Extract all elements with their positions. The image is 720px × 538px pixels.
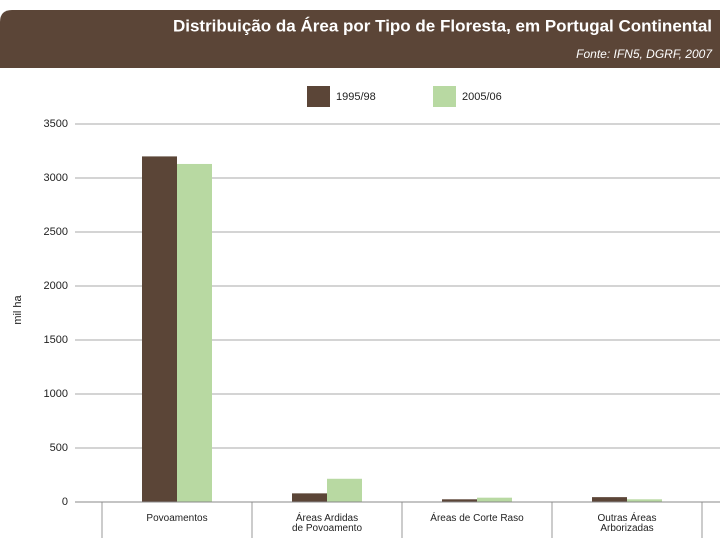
bar	[627, 499, 662, 502]
bar	[142, 156, 177, 502]
legend-label: 2005/06	[462, 91, 502, 103]
y-tick-label: 0	[62, 496, 68, 508]
x-tick-label: Áreas Ardidas de Povoamento	[291, 513, 363, 534]
x-tick-label: Povoamentos	[146, 513, 208, 524]
bar	[327, 478, 362, 502]
chart-title: Distribuição da Área por Tipo de Florest…	[173, 16, 712, 35]
y-axis-label: mil ha	[12, 294, 24, 324]
y-tick-label: 3000	[44, 172, 68, 184]
y-tick-label: 2000	[44, 280, 68, 292]
title-banner	[0, 10, 720, 68]
y-tick-label: 1000	[44, 388, 68, 400]
bar	[292, 493, 327, 502]
y-tick-label: 1500	[44, 334, 68, 346]
legend-swatch	[433, 86, 456, 107]
bar	[442, 499, 477, 502]
y-tick-label: 500	[50, 442, 68, 454]
bar	[477, 497, 512, 502]
chart-subtitle: Fonte: IFN5, DGRF, 2007	[576, 47, 713, 61]
legend-swatch	[307, 86, 330, 107]
x-tick-label: Áreas de Corte Raso	[430, 513, 524, 524]
y-tick-label: 2500	[44, 226, 68, 238]
bar	[592, 497, 627, 502]
y-tick-label: 3500	[44, 118, 68, 130]
bar	[177, 163, 212, 502]
legend-label: 1995/98	[336, 91, 376, 103]
x-tick-label: Outras Áreas Arborizadas	[597, 513, 657, 534]
